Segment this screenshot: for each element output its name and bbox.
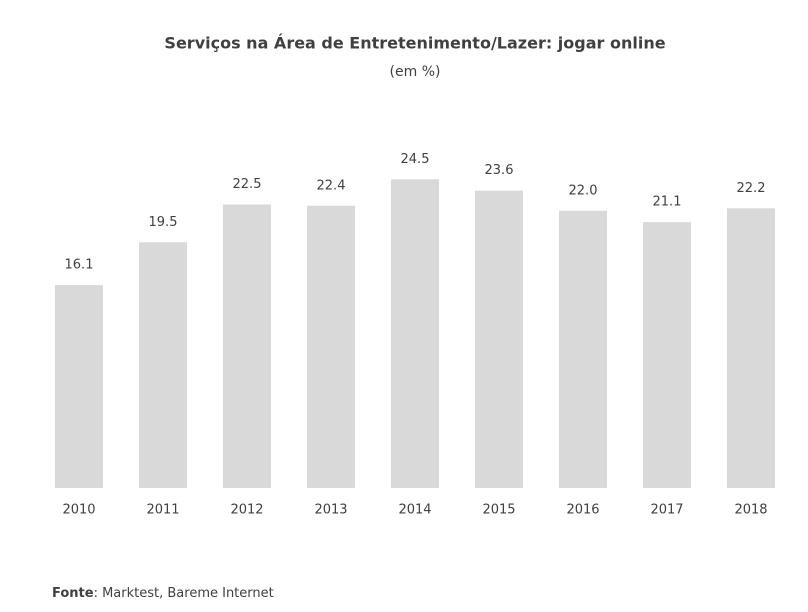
x-tick-label: 2018	[734, 503, 767, 518]
value-label: 22.2	[737, 181, 766, 196]
bar	[223, 204, 271, 488]
value-label: 23.6	[485, 163, 514, 178]
x-tick-label: 2014	[398, 503, 431, 518]
source: Fonte: Marktest, Bareme Internet	[52, 586, 274, 601]
value-label: 22.0	[569, 183, 598, 198]
bar	[643, 222, 691, 488]
bar	[559, 210, 607, 489]
bar	[307, 205, 355, 488]
bar	[391, 179, 439, 489]
chart-title: Serviços na Área de Entretenimento/Lazer…	[164, 34, 665, 53]
bar	[139, 242, 187, 488]
x-tick-label: 2016	[566, 503, 599, 518]
x-tick-label: 2012	[230, 503, 263, 518]
value-label: 22.4	[317, 178, 346, 193]
source-label: Fonte	[52, 586, 94, 601]
bar	[475, 190, 523, 488]
value-label: 22.5	[233, 177, 262, 192]
x-tick-label: 2017	[650, 503, 683, 518]
value-label: 21.1	[653, 195, 682, 210]
bar	[727, 208, 775, 488]
value-label: 24.5	[401, 152, 430, 167]
value-label: 16.1	[65, 258, 94, 273]
source-text: : Marktest, Bareme Internet	[94, 586, 274, 601]
chart-subtitle: (em %)	[390, 64, 441, 80]
x-tick-label: 2015	[482, 503, 515, 518]
bar	[55, 285, 103, 488]
value-label: 19.5	[149, 215, 178, 230]
x-tick-label: 2010	[62, 503, 95, 518]
x-tick-label: 2011	[146, 503, 179, 518]
x-tick-label: 2013	[314, 503, 347, 518]
